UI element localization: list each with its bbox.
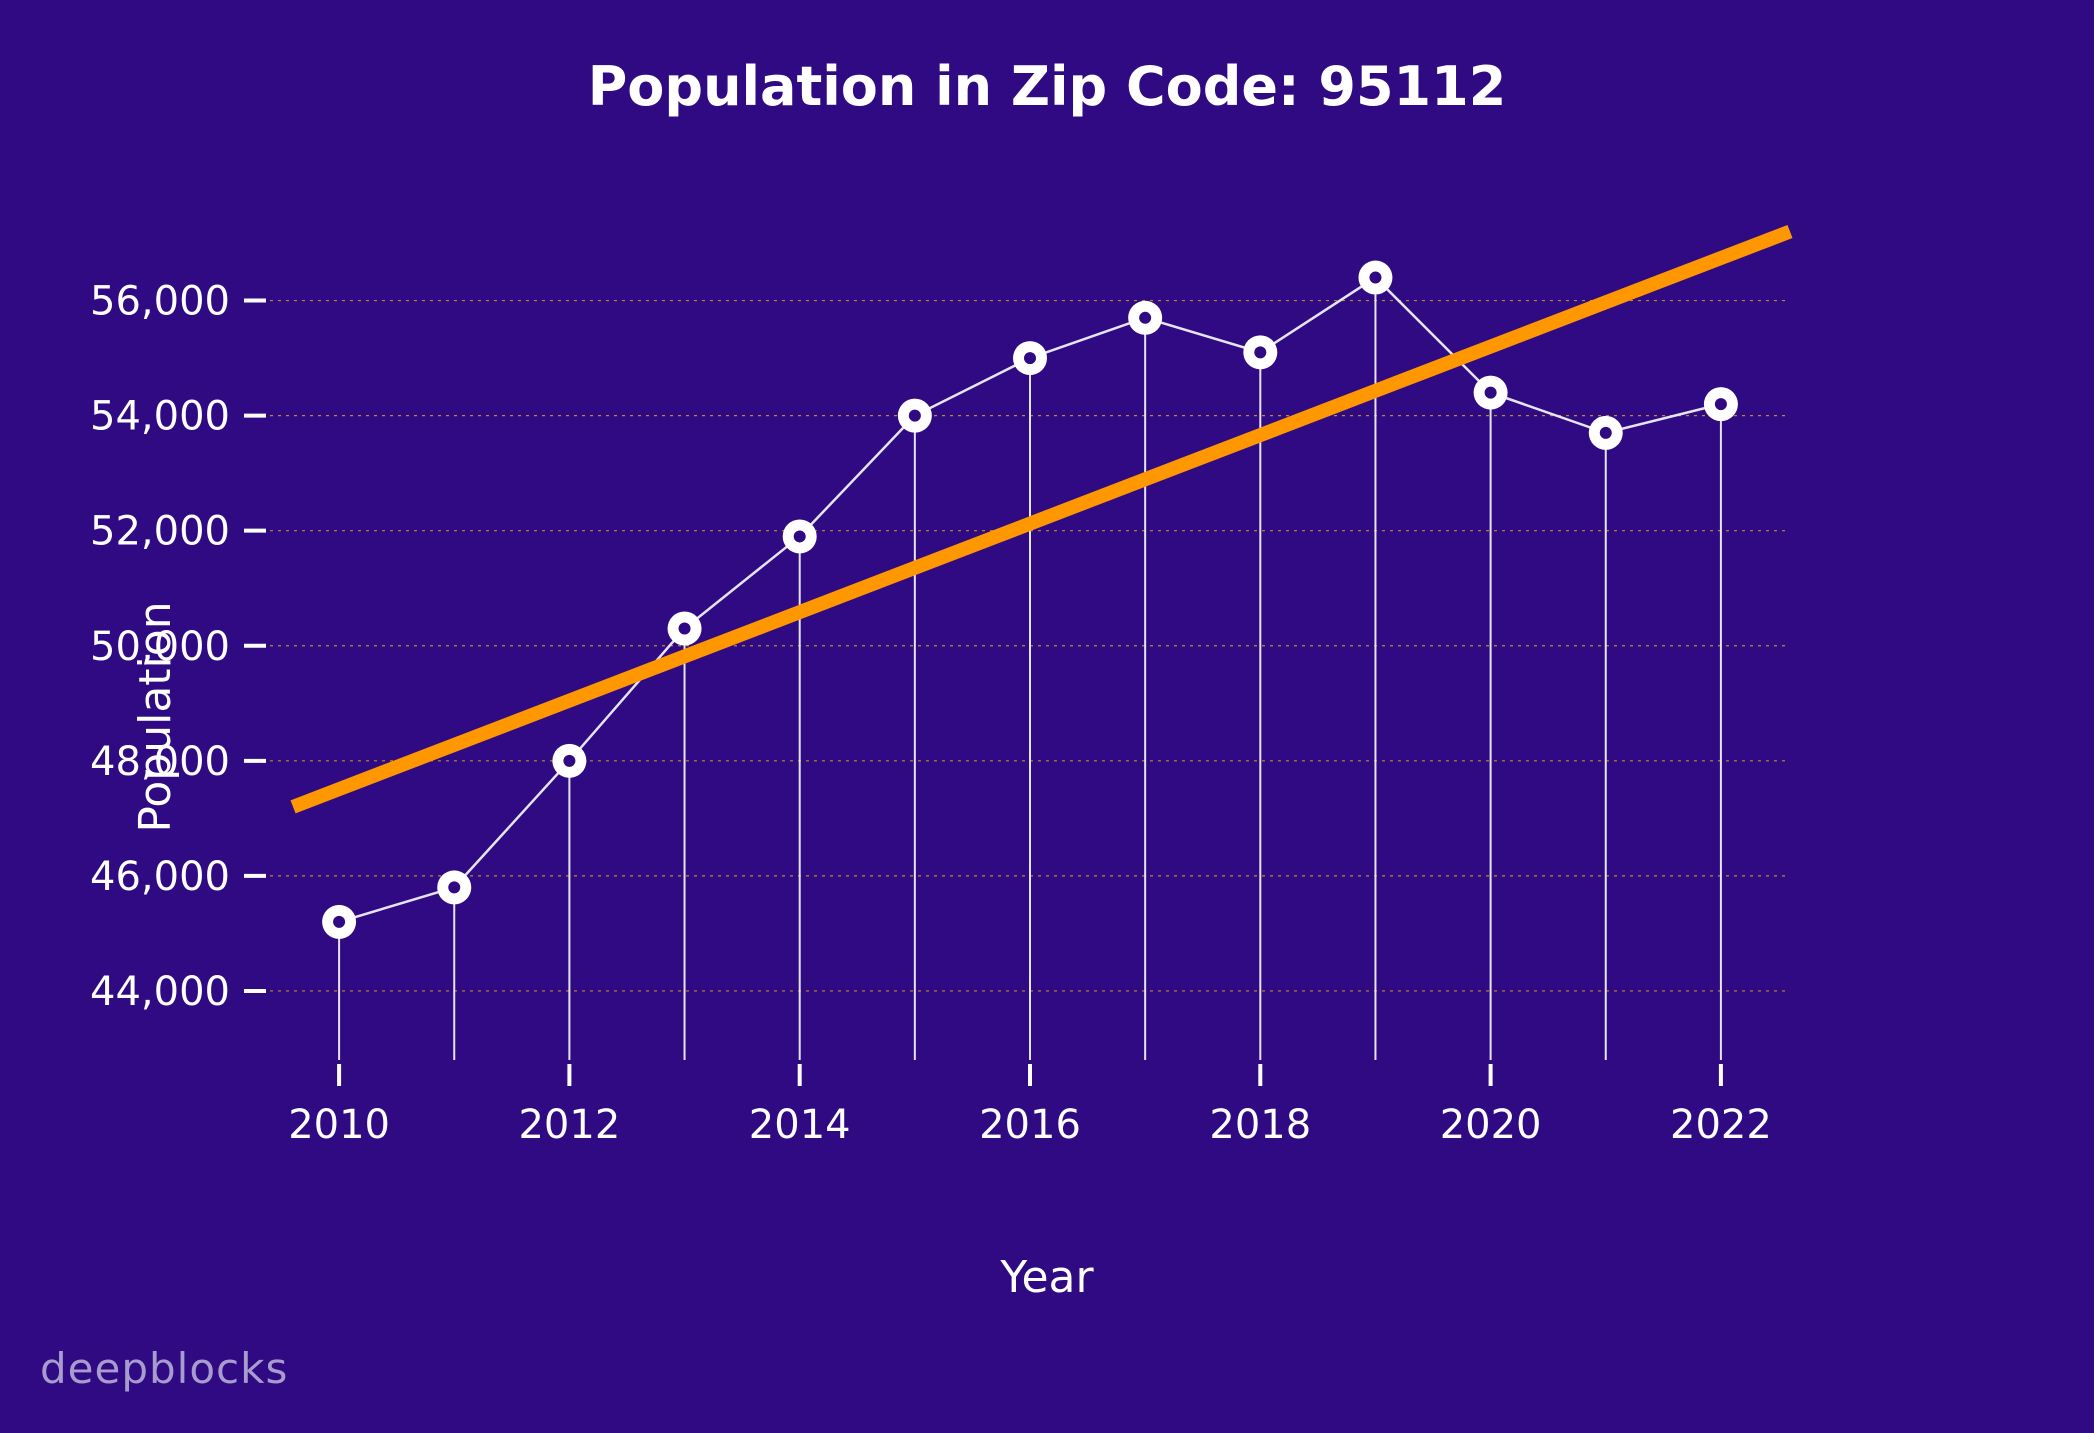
data-point-inner (1024, 352, 1036, 364)
data-point-inner (1485, 387, 1497, 399)
data-point-inner (563, 755, 575, 767)
x-tick-label: 2020 (1440, 1102, 1542, 1148)
data-point-inner (448, 881, 460, 893)
x-tick-label: 2012 (518, 1102, 620, 1148)
data-point-inner (794, 530, 806, 542)
data-point-inner (909, 410, 921, 422)
x-tick-label: 2018 (1209, 1102, 1311, 1148)
y-tick-label: 52,000 (90, 509, 230, 555)
x-tick-label: 2022 (1670, 1102, 1772, 1148)
chart-svg: 44,000 46,000 48,000 50,000 52,000 54,000 56,0… (0, 0, 2094, 1433)
data-point-inner (1600, 427, 1612, 439)
chart-container: Population in Zip Code: 95112 Population… (0, 0, 2094, 1433)
data-point-inner (1715, 398, 1727, 410)
y-tick-label: 56,000 (90, 279, 230, 325)
y-tick-label: 44,000 (90, 969, 230, 1015)
data-point-inner (1139, 312, 1151, 324)
y-tick-label: 48,000 (90, 739, 230, 785)
y-tick-label: 54,000 (90, 394, 230, 440)
trend-line (293, 232, 1790, 807)
y-tick-label: 46,000 (90, 854, 230, 900)
data-point-inner (1369, 272, 1381, 284)
y-tick-label: 50,000 (90, 624, 230, 670)
data-point-inner (679, 622, 691, 634)
x-tick-label: 2010 (288, 1102, 390, 1148)
data-point-inner (1254, 346, 1266, 358)
data-point-inner (333, 916, 345, 928)
x-tick-label: 2014 (749, 1102, 851, 1148)
x-tick-label: 2016 (979, 1102, 1081, 1148)
